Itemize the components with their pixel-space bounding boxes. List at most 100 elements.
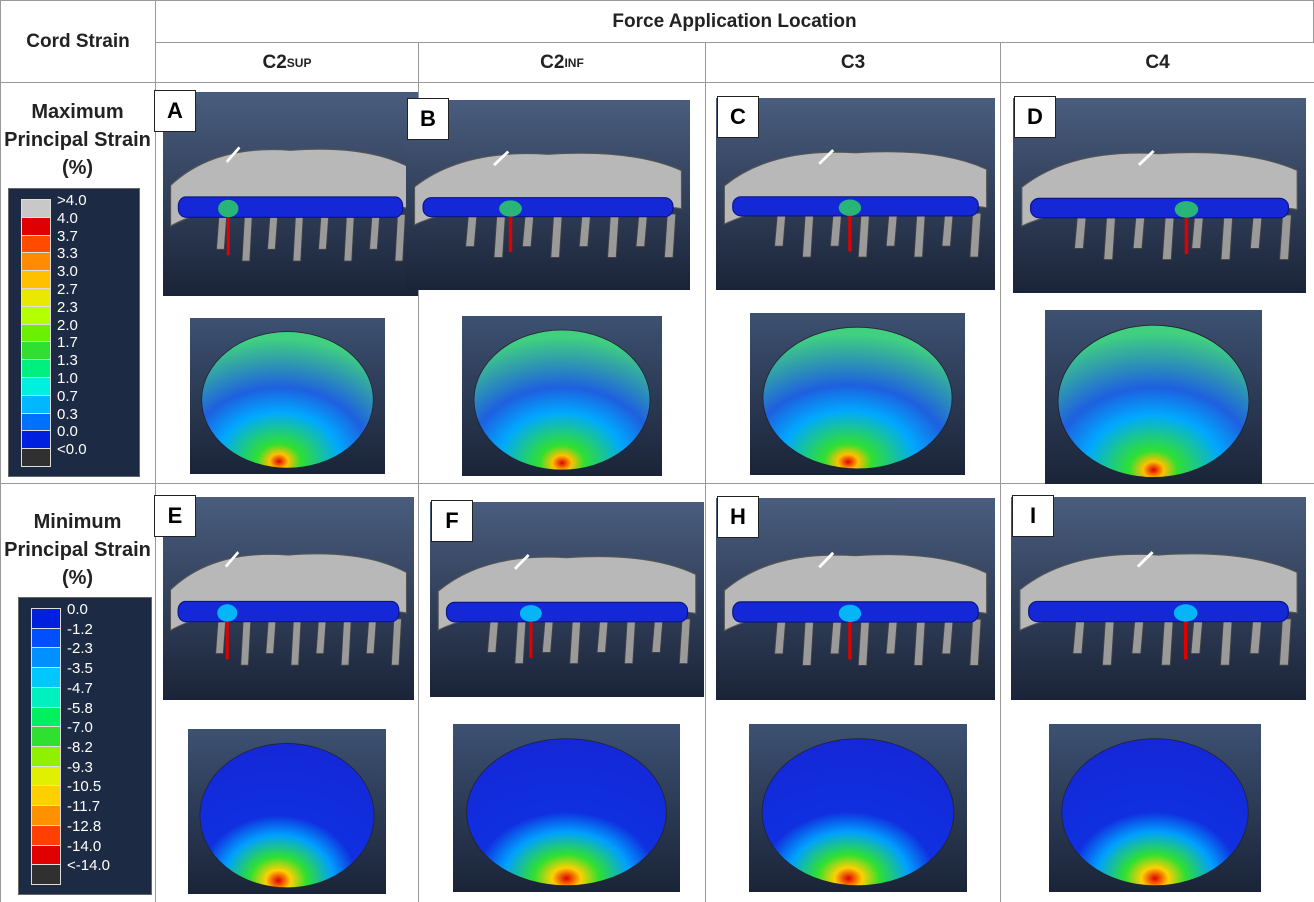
legend-label: -2.3 [67, 641, 93, 656]
legend-swatch [21, 306, 51, 325]
cord-section [202, 332, 374, 469]
legend-swatch [31, 746, 61, 767]
legend-swatch [31, 845, 61, 866]
legend-swatch [21, 324, 51, 343]
column-subscript: SUP [287, 56, 312, 70]
group-label: Force Application Location [612, 11, 856, 33]
row-label: Maximum Principal Strain (%) [0, 98, 155, 182]
legend-label: >4.0 [57, 193, 87, 208]
spinal-cord [446, 602, 687, 622]
legend-label: 2.0 [57, 318, 78, 333]
legend-label: -11.7 [67, 799, 100, 814]
legend-swatch [31, 608, 61, 629]
cross-section-image [749, 724, 967, 892]
spinal-cord [178, 197, 402, 217]
column-label: C3 [841, 52, 865, 74]
spine-image [1013, 98, 1306, 293]
column-subscript: INF [564, 56, 583, 70]
legend-swatch [21, 359, 51, 378]
cord-section [763, 327, 952, 469]
legend-swatch [31, 864, 61, 885]
strain-spot [499, 200, 522, 216]
legend-label: 2.7 [57, 282, 78, 297]
legend-swatch [31, 825, 61, 846]
legend-label: 1.3 [57, 353, 78, 368]
legend-label: 1.7 [57, 335, 78, 350]
legend-label: -4.7 [67, 681, 93, 696]
legend-label: 3.7 [57, 229, 78, 244]
strain-spot [520, 605, 542, 622]
cross-section-image [462, 316, 662, 476]
legend-swatch [21, 430, 51, 449]
legend-swatch [21, 235, 51, 254]
legend-label: -14.0 [67, 839, 101, 854]
column-label: C2 [540, 52, 564, 74]
legend-swatch [31, 628, 61, 649]
legend-label: <0.0 [57, 442, 87, 457]
legend-label: 0.3 [57, 407, 78, 422]
cord-section [1058, 325, 1249, 477]
legend-label: -7.0 [67, 720, 93, 735]
legend-label: -5.8 [67, 701, 93, 716]
spine-image [163, 497, 414, 700]
cord-section [467, 739, 667, 886]
column-header: C3 [705, 42, 1001, 83]
figure: Cord Strain Force Application Location C… [0, 0, 1314, 902]
cross-section-image [750, 313, 965, 475]
legend-label: -12.8 [67, 819, 101, 834]
legend-label: 3.0 [57, 264, 78, 279]
legend-swatch [31, 766, 61, 787]
panel-letter: C [717, 96, 759, 138]
legend-swatch [31, 707, 61, 728]
legend-swatch [31, 785, 61, 806]
legend-swatch [21, 413, 51, 432]
legend-swatch [21, 288, 51, 307]
legend-swatch [31, 805, 61, 826]
legend-label: 0.0 [57, 424, 78, 439]
legend-label: <-14.0 [67, 858, 110, 873]
column-label: C2 [263, 52, 287, 74]
cross-section-image [1049, 724, 1261, 892]
panel-letter: A [154, 90, 196, 132]
legend-label: 3.3 [57, 246, 78, 261]
strain-spot [217, 604, 237, 621]
spinal-cord [1031, 198, 1289, 218]
legend-swatch [31, 726, 61, 747]
cord-section [200, 743, 374, 887]
strain-spot [1175, 201, 1198, 218]
column-header: C4 [1000, 42, 1314, 83]
panel-letter: F [431, 500, 473, 542]
corner-label: Cord Strain [26, 31, 129, 53]
legend-swatch [21, 252, 51, 271]
panel-letter: H [717, 496, 759, 538]
panel-letter: D [1014, 96, 1056, 138]
legend-label: 1.0 [57, 371, 78, 386]
legend-swatch [21, 217, 51, 236]
spine-image [163, 92, 418, 296]
strain-spot [218, 200, 238, 217]
legend-swatch [31, 687, 61, 708]
spinal-cord [423, 198, 673, 217]
column-label: C4 [1145, 52, 1169, 74]
legend-swatch [21, 448, 51, 467]
panel-letter: E [154, 495, 196, 537]
strain-spot [839, 199, 861, 215]
row-label: Minimum Principal Strain (%) [0, 508, 155, 592]
legend-swatch [31, 647, 61, 668]
cord-section [762, 739, 954, 886]
panel-letter: B [407, 98, 449, 140]
legend-label: -9.3 [67, 760, 93, 775]
spine-image [1011, 497, 1306, 700]
legend-swatch [21, 341, 51, 360]
color-legend: 0.0-1.2-2.3-3.5-4.7-5.8-7.0-8.2-9.3-10.5… [18, 597, 152, 895]
legend-label: 0.7 [57, 389, 78, 404]
legend-swatch [21, 270, 51, 289]
spinal-cord [1029, 601, 1289, 621]
strain-spot [839, 605, 861, 622]
legend-label: -1.2 [67, 622, 93, 637]
cord-section [474, 330, 650, 470]
cross-section-image [453, 724, 680, 892]
legend-swatch [21, 395, 51, 414]
panel-letter: I [1012, 495, 1054, 537]
